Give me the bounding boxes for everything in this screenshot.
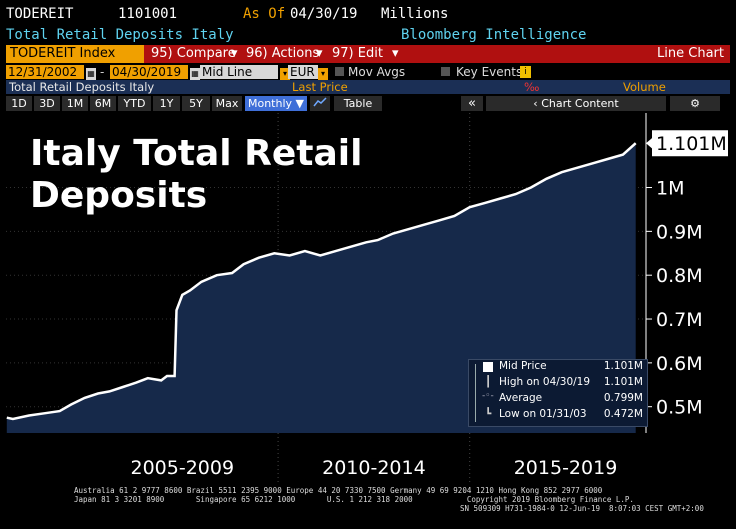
- compare-chevron-down-icon: ▾: [231, 46, 238, 61]
- low-marker-icon: ┗: [485, 408, 492, 420]
- date-separator: -: [100, 65, 105, 79]
- chart-title-line1: Italy Total Retail: [30, 133, 362, 174]
- y-tick-label-3: 0.8M: [656, 265, 703, 287]
- start-date-field[interactable]: 12/31/2002: [6, 65, 84, 79]
- x-period-label-0: 2005-2009: [130, 457, 234, 479]
- ticker-code: TODEREIT: [6, 6, 74, 22]
- last-value-label: 1.101M: [656, 133, 727, 155]
- legend-high-label: High on 04/30/19: [499, 376, 591, 388]
- x-period-label-1: 2010-2014: [322, 457, 426, 479]
- footer: Australia 61 2 9777 8600 Brazil 5511 239…: [0, 486, 736, 529]
- currency-chevron-down-icon[interactable]: ▾: [318, 66, 328, 80]
- header-bar: TODEREIT 1101001 As Of 04/30/19 Millions: [0, 0, 736, 26]
- edit-menu[interactable]: 97) Edit: [332, 46, 383, 61]
- line-mode-select[interactable]: Mid Line: [200, 65, 278, 79]
- actions-menu[interactable]: 96) Actions: [246, 46, 320, 61]
- chevron-left-icon: ‹: [533, 97, 538, 110]
- y-tick-label-2: 0.7M: [656, 309, 703, 331]
- end-date-field[interactable]: 04/30/2019: [110, 65, 188, 79]
- legend-percent-symbol: ‰: [524, 80, 540, 94]
- legend-low-value: 0.472M: [603, 408, 643, 420]
- y-tick-label-0: 0.5M: [656, 397, 703, 419]
- line-chart[interactable]: 0.5M 0.6M 0.7M 0.8M 0.9M 1M 2005-2009 2010-201…: [6, 113, 730, 485]
- mov-avgs-label[interactable]: Mov Avgs: [348, 65, 406, 79]
- legend-average-value: 0.799M: [603, 392, 643, 404]
- y-tick-label-5: 1M: [656, 178, 684, 200]
- chart-content-button[interactable]: ‹ Chart Content: [486, 96, 666, 111]
- series-line: [6, 142, 637, 421]
- key-events-checkbox[interactable]: [441, 67, 450, 76]
- chart-title-line2: Deposits: [30, 175, 207, 216]
- chart-area: 0.5M 0.6M 0.7M 0.8M 0.9M 1M 2005-2009 2010-201…: [6, 113, 730, 485]
- security-code: 1101001: [118, 6, 178, 22]
- range-button-1y[interactable]: 1Y: [153, 96, 180, 111]
- line-chart-icon[interactable]: [310, 96, 330, 111]
- average-marker-icon: -◦-: [482, 391, 494, 401]
- toolbar: TODEREIT Index 95) Compare ▾ 96) Actions…: [6, 45, 730, 63]
- legend-high-value: 1.101M: [603, 376, 643, 388]
- range-button-3d[interactable]: 3D: [34, 96, 60, 111]
- footer-contacts-line1: Australia 61 2 9777 8600 Brazil 5511 239…: [74, 486, 603, 495]
- legend-strip: Total Retail Deposits Italy Last Price ‰…: [6, 80, 730, 94]
- legend-series-name: Total Retail Deposits Italy: [9, 80, 155, 94]
- currency-select[interactable]: EUR: [288, 65, 318, 79]
- index-field[interactable]: TODEREIT Index: [6, 45, 144, 63]
- x-period-label-2: 2015-2019: [514, 457, 618, 479]
- description-bar: Total Retail Deposits Italy Bloomberg In…: [0, 26, 736, 44]
- range-button-1d[interactable]: 1D: [6, 96, 32, 111]
- gear-icon[interactable]: ⚙: [670, 96, 720, 111]
- end-calendar-icon[interactable]: ▦: [190, 67, 200, 80]
- legend-box: Mid Price 1.101M ┃ High on 04/30/19 1.10…: [468, 359, 648, 427]
- collapse-icon[interactable]: «: [461, 96, 483, 111]
- units-label: Millions: [381, 6, 449, 22]
- legend-volume: Volume: [623, 80, 666, 94]
- y-tick-label-4: 0.9M: [656, 221, 703, 243]
- table-button[interactable]: Table: [334, 96, 382, 111]
- legend-low-label: Low on 01/31/03: [499, 408, 587, 420]
- range-button-5y[interactable]: 5Y: [182, 96, 210, 111]
- edit-chevron-down-icon: ▾: [392, 46, 399, 61]
- info-icon[interactable]: i: [520, 66, 531, 78]
- controls-bar: 12/31/2002 ▦ - 04/30/2019 ▦ Mid Line ▾ E…: [6, 64, 730, 80]
- legend-tree-lines: [472, 364, 480, 422]
- asof-label: As Of: [243, 6, 286, 22]
- asof-date[interactable]: 04/30/19: [290, 6, 358, 22]
- footer-session-info: SN 509309 H731-1984-0 12-Jun-19 8:07:03 …: [460, 504, 704, 513]
- legend-mid-price-value: 1.101M: [603, 360, 643, 372]
- range-button-6m[interactable]: 6M: [90, 96, 116, 111]
- source-label: Bloomberg Intelligence: [401, 27, 587, 43]
- line-mode-chevron-down-icon[interactable]: ▾: [280, 66, 290, 80]
- key-events-label[interactable]: Key Events: [456, 65, 523, 79]
- last-value-badge: [652, 130, 728, 157]
- range-button-ytd[interactable]: YTD: [118, 96, 151, 111]
- legend-mid-price-label: Mid Price: [499, 360, 547, 372]
- mid-price-swatch[interactable]: [483, 362, 493, 372]
- legend-average-label: Average: [499, 392, 543, 404]
- frequency-select[interactable]: Monthly ▼: [245, 96, 307, 111]
- view-type-label[interactable]: Line Chart: [657, 46, 724, 61]
- compare-menu[interactable]: 95) Compare: [151, 46, 236, 61]
- range-button-max[interactable]: Max: [212, 96, 242, 111]
- actions-chevron-down-icon: ▾: [316, 46, 323, 61]
- range-button-1m[interactable]: 1M: [62, 96, 88, 111]
- footer-contacts-line2: Japan 81 3 3201 8900 Singapore 65 6212 1…: [74, 495, 634, 504]
- y-tick-label-1: 0.6M: [656, 353, 703, 375]
- mov-avgs-checkbox[interactable]: [335, 67, 344, 76]
- high-marker-icon: ┃: [485, 376, 492, 388]
- series-description: Total Retail Deposits Italy: [6, 27, 234, 43]
- legend-last-price: Last Price: [292, 80, 348, 94]
- start-calendar-icon[interactable]: ▦: [86, 67, 96, 80]
- last-value-pointer: [646, 137, 653, 150]
- range-bar: 1D 3D 1M 6M YTD 1Y 5Y Max Monthly ▼ Table « ‹ C…: [6, 95, 730, 113]
